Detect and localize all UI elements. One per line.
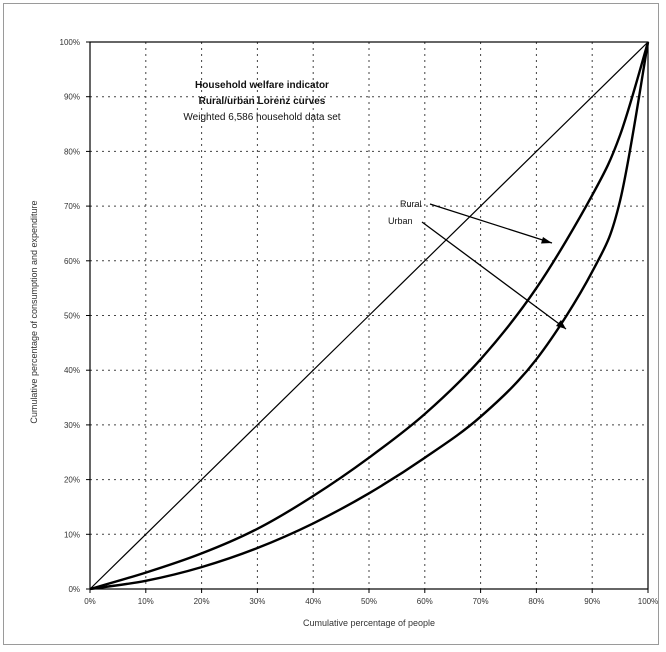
y-tick-label: 80% (64, 147, 80, 156)
x-axis-label: Cumulative percentage of people (303, 618, 435, 628)
x-tick-label: 40% (305, 597, 321, 606)
title-line-3: Weighted 6,586 household data set (183, 112, 340, 123)
x-tick-label: 80% (528, 597, 544, 606)
y-tick-label: 60% (64, 257, 80, 266)
x-tick-label: 90% (584, 597, 600, 606)
x-tick-label: 60% (417, 597, 433, 606)
series-layer (89, 41, 650, 591)
x-tick-label: 30% (249, 597, 265, 606)
y-axis-ticks: 0% 10% 20% 30% 40% 50% 60% 70% 80% 90% 100% (60, 38, 90, 594)
grid (90, 42, 648, 589)
y-tick-label: 50% (64, 312, 80, 321)
chart-title: Household welfare indicator Rural/urban … (183, 80, 340, 123)
y-tick-label: 40% (64, 366, 80, 375)
rural-lorenz-curve (89, 41, 650, 591)
annotation-rural: Rural (400, 199, 422, 209)
y-tick-label: 70% (64, 202, 80, 211)
title-line-1: Household welfare indicator (195, 80, 329, 91)
y-tick-label: 0% (68, 585, 80, 594)
y-tick-label: 100% (60, 38, 80, 47)
annotation-urban: Urban (388, 216, 413, 226)
title-line-2: Rural/urban Lorenz curves (199, 96, 326, 107)
annotations: Rural Urban (388, 199, 567, 330)
x-tick-label: 0% (84, 597, 96, 606)
y-tick-label: 20% (64, 476, 80, 485)
x-axis-ticks: 0% 10% 20% 30% 40% 50% 60% 70% 80% 90% 100% (84, 589, 658, 606)
x-tick-label: 50% (361, 597, 377, 606)
x-tick-label: 100% (638, 597, 658, 606)
arrowhead-urban (556, 320, 566, 329)
x-tick-label: 20% (194, 597, 210, 606)
y-axis-label: Cumulative percentage of consumption and… (29, 200, 39, 423)
chart-frame (3, 3, 659, 645)
equality-line (89, 41, 649, 590)
x-tick-label: 10% (138, 597, 154, 606)
x-tick-label: 70% (473, 597, 489, 606)
y-tick-label: 10% (64, 530, 80, 539)
y-tick-label: 30% (64, 421, 80, 430)
y-tick-label: 90% (64, 93, 80, 102)
arrow-rural (429, 203, 553, 244)
urban-lorenz-curve (89, 41, 650, 591)
arrowhead-rural (541, 237, 552, 244)
arrow-urban (421, 221, 567, 330)
